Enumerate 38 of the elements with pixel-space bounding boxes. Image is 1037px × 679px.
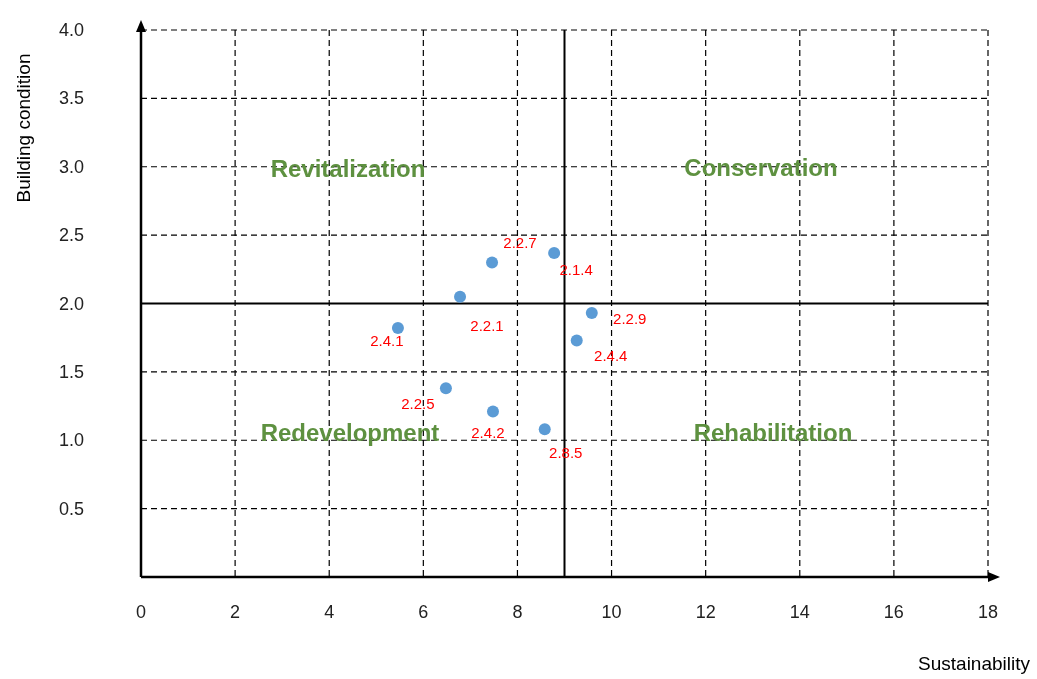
point bbox=[538, 423, 551, 436]
x-tick-label: 18 bbox=[977, 602, 999, 622]
point bbox=[486, 405, 499, 418]
x-tick-label: 0 bbox=[135, 602, 147, 622]
data-label: 2.4.1 bbox=[370, 331, 404, 349]
y-tick-label: 4.0 bbox=[58, 20, 84, 40]
x-tick-label: 2 bbox=[230, 602, 241, 622]
y-tick-label: 0.5 bbox=[58, 498, 84, 519]
x-tick-label: 14 bbox=[789, 602, 810, 622]
point bbox=[570, 334, 583, 347]
point bbox=[486, 256, 499, 269]
annotation: Redevelopment bbox=[260, 418, 440, 446]
point bbox=[585, 307, 598, 320]
data-label: 2.2.9 bbox=[613, 309, 647, 327]
y-axis-title: Building condition bbox=[13, 53, 34, 203]
x-tick-label: 16 bbox=[883, 602, 904, 622]
data-label: 2.2.5 bbox=[401, 394, 435, 412]
x-axis-title: Sustainability bbox=[918, 653, 1031, 674]
y-tick-label: 3.5 bbox=[58, 88, 84, 109]
x-tick-label: 4 bbox=[324, 602, 335, 622]
point bbox=[454, 290, 467, 303]
x-tick-label: 6 bbox=[418, 602, 429, 622]
y-tick-label: 2.5 bbox=[58, 225, 84, 246]
y-tick-label: 2.0 bbox=[58, 293, 84, 314]
y-tick-label: 3.0 bbox=[58, 156, 84, 177]
data-label: 2.4.2 bbox=[471, 424, 505, 442]
data-label: 2.2.7 bbox=[503, 233, 537, 251]
y-tick-label: 1.5 bbox=[58, 361, 84, 382]
x-tick-label: 12 bbox=[695, 602, 716, 622]
x-tick-label: 10 bbox=[601, 602, 622, 622]
x-tick-label: 8 bbox=[512, 602, 523, 622]
data-label: 2.4.4 bbox=[594, 346, 628, 364]
data-label: 2.2.1 bbox=[470, 317, 504, 335]
point bbox=[391, 322, 404, 335]
annotation: Rehabilitation bbox=[693, 418, 853, 446]
point bbox=[439, 382, 452, 395]
point bbox=[548, 246, 561, 259]
y-tick-label: 1.0 bbox=[58, 430, 84, 451]
